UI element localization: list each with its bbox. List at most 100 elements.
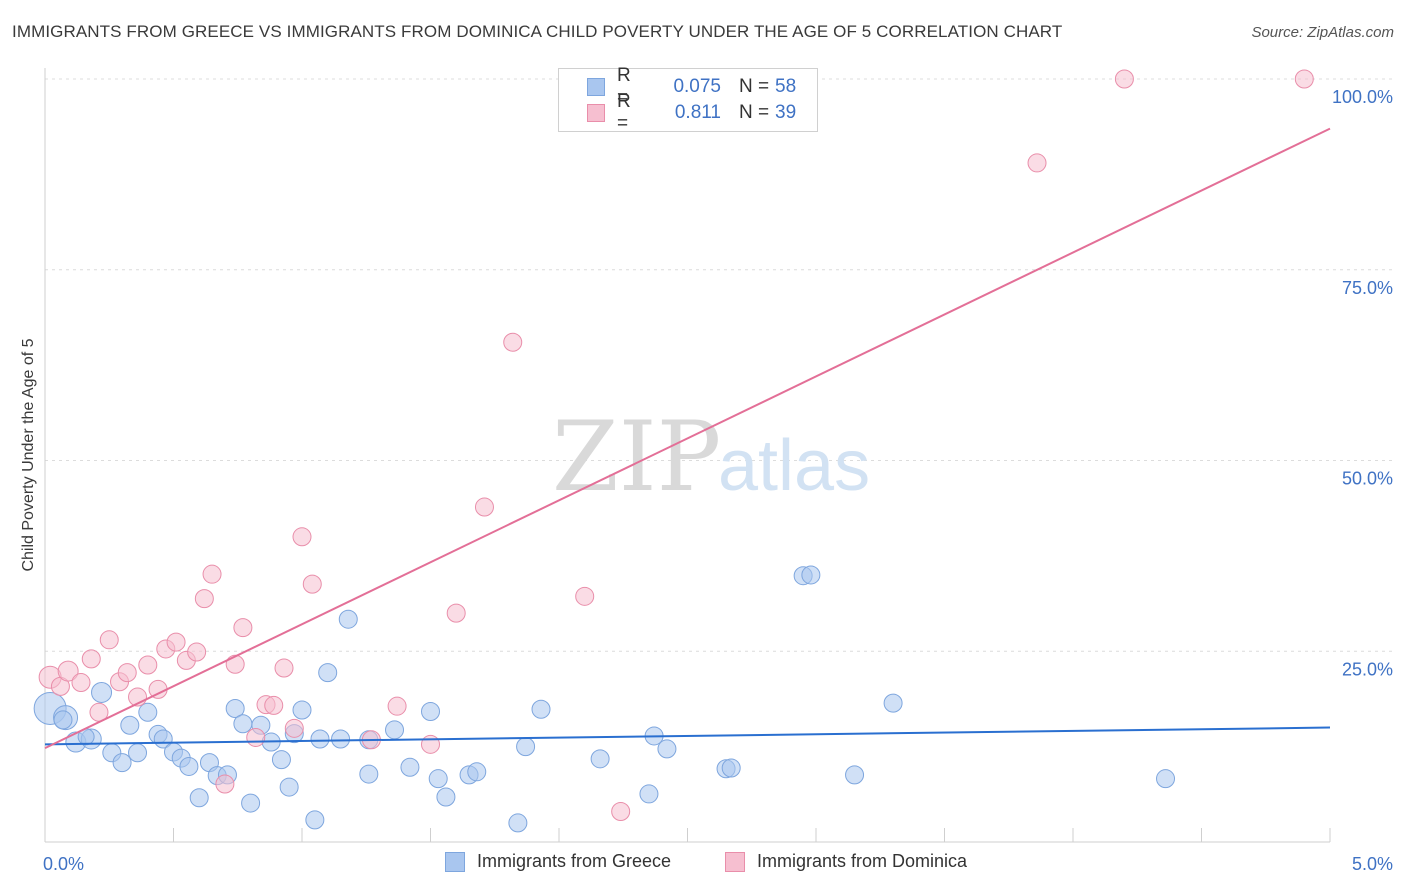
dominica-point bbox=[292, 527, 312, 547]
dominica-point bbox=[387, 696, 407, 716]
greece-point bbox=[639, 784, 659, 804]
greece-point bbox=[428, 769, 448, 789]
greece-point bbox=[421, 702, 440, 722]
trendlines bbox=[44, 127, 1331, 750]
greece-point bbox=[1156, 769, 1176, 789]
greece-point bbox=[292, 700, 312, 720]
bottom-legend-swatch-greece bbox=[445, 851, 465, 872]
greece-point bbox=[508, 813, 528, 833]
chart-title: IMMIGRANTS FROM GREECE VS IMMIGRANTS FRO… bbox=[12, 22, 1063, 41]
dominica-point bbox=[194, 589, 214, 609]
x-tick-labels: 0.0% 5.0% bbox=[43, 854, 1393, 874]
greece-point bbox=[531, 699, 551, 719]
y-tick-label-100: 100.0% bbox=[1332, 87, 1393, 107]
bottom-legend-greece[interactable]: Immigrants from Greece bbox=[445, 851, 671, 872]
dominica-point bbox=[225, 654, 245, 674]
dominica-point bbox=[117, 663, 137, 683]
greece-point bbox=[120, 715, 140, 735]
y-tick-label-25: 25.0% bbox=[1342, 659, 1393, 679]
greece-trendline bbox=[44, 726, 1331, 746]
series-dominica-points bbox=[38, 69, 1314, 821]
greece-point bbox=[128, 743, 148, 763]
dominica-point bbox=[264, 695, 284, 715]
greece-point bbox=[467, 762, 487, 782]
bottom-legend-swatch-dominica bbox=[725, 851, 745, 872]
legend-r-value: 0.811 bbox=[674, 102, 721, 123]
greece-point bbox=[271, 750, 291, 770]
legend-swatch-greece bbox=[587, 78, 605, 96]
legend-n-value: 58 bbox=[775, 76, 797, 97]
gridlines bbox=[45, 78, 1392, 652]
greece-point bbox=[138, 702, 158, 722]
greece-point bbox=[657, 739, 677, 759]
source-credit: Source: ZipAtlas.com bbox=[1251, 24, 1394, 41]
y-tick-label-75: 75.0% bbox=[1342, 278, 1393, 298]
correlation-legend: R = 0.075 N = 58 R = 0.811 N = 39 bbox=[558, 65, 818, 134]
dominica-point bbox=[233, 618, 253, 638]
greece-point bbox=[590, 749, 610, 769]
watermark-zip: ZIP bbox=[552, 401, 721, 513]
dominica-point bbox=[71, 673, 91, 693]
greece-point bbox=[310, 729, 330, 749]
dominica-point bbox=[1027, 153, 1047, 173]
greece-point bbox=[845, 765, 865, 785]
greece-point bbox=[112, 753, 132, 773]
dominica-point bbox=[302, 574, 322, 594]
greece-point bbox=[305, 810, 325, 830]
greece-point bbox=[721, 758, 741, 778]
legend-n-label: N = bbox=[739, 102, 770, 123]
greece-point bbox=[91, 681, 113, 703]
dominica-point bbox=[1114, 69, 1134, 89]
dominica-point bbox=[474, 497, 494, 517]
dominica-point bbox=[99, 630, 119, 650]
greece-point bbox=[233, 714, 253, 734]
greece-point bbox=[359, 764, 379, 784]
legend-n-value: 39 bbox=[775, 102, 797, 123]
bottom-legend-label-greece: Immigrants from Greece bbox=[477, 851, 672, 871]
dominica-point bbox=[81, 649, 101, 669]
dominica-point bbox=[274, 658, 294, 678]
legend-n-label: N = bbox=[739, 76, 770, 97]
dominica-trendline bbox=[44, 127, 1331, 750]
greece-point bbox=[53, 710, 73, 730]
x-tick-label-max: 5.0% bbox=[1352, 854, 1393, 874]
greece-point bbox=[241, 793, 261, 813]
legend-r-label: R = bbox=[617, 91, 631, 134]
legend-r-value: 0.075 bbox=[673, 76, 721, 97]
greece-point bbox=[189, 788, 209, 808]
y-tick-labels: 25.0% 50.0% 75.0% 100.0% bbox=[1332, 87, 1393, 679]
dominica-point bbox=[575, 586, 595, 606]
bottom-legend-dominica[interactable]: Immigrants from Dominica bbox=[725, 851, 967, 872]
y-tick-label-50: 50.0% bbox=[1342, 469, 1393, 489]
y-axis-label: Child Poverty Under the Age of 5 bbox=[20, 338, 37, 571]
greece-point bbox=[385, 720, 405, 740]
greece-point bbox=[225, 698, 245, 718]
greece-point bbox=[318, 663, 338, 683]
greece-point bbox=[338, 609, 358, 629]
watermark-atlas: atlas bbox=[718, 426, 870, 506]
legend-row-dominica: R = 0.811 N = 39 bbox=[587, 91, 797, 134]
greece-point bbox=[400, 757, 420, 777]
greece-point bbox=[279, 777, 299, 797]
dominica-point bbox=[503, 332, 523, 352]
dominica-point bbox=[138, 655, 158, 675]
greece-point bbox=[883, 693, 903, 713]
dominica-point bbox=[1294, 69, 1314, 89]
dominica-point bbox=[57, 660, 79, 682]
dominica-point bbox=[446, 603, 466, 623]
dominica-point bbox=[187, 642, 207, 662]
watermark: ZIP atlas bbox=[552, 401, 870, 513]
dominica-point bbox=[202, 564, 222, 584]
dominica-point bbox=[215, 774, 235, 794]
dominica-point bbox=[421, 734, 440, 754]
greece-point bbox=[179, 756, 199, 776]
greece-point bbox=[331, 729, 351, 749]
legend-r-label: R = bbox=[617, 65, 631, 108]
bottom-legend-label-dominica: Immigrants from Dominica bbox=[757, 851, 968, 871]
legend-row-greece: R = 0.075 N = 58 bbox=[587, 65, 797, 108]
legend-swatch-dominica bbox=[587, 104, 605, 122]
dominica-point bbox=[611, 801, 631, 821]
dominica-point bbox=[166, 632, 186, 652]
greece-point bbox=[801, 565, 821, 585]
